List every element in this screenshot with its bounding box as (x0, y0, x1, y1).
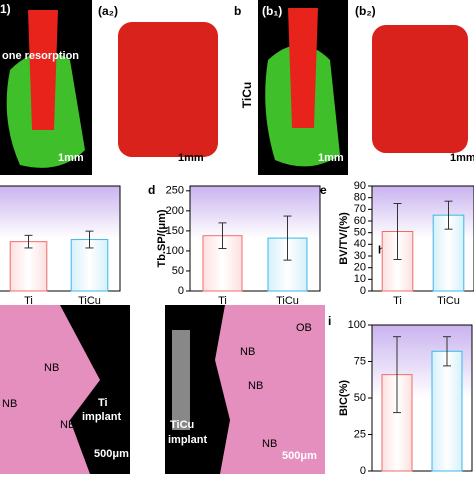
scale-label: 1mm (178, 152, 204, 164)
panel-label: e (320, 183, 327, 197)
y-axis-label: Tb.SP/(μm) (156, 209, 168, 267)
implant-3d (118, 22, 218, 157)
y-tick-label: 100 (348, 319, 366, 331)
x-tick-label: Ti (393, 295, 402, 307)
y-tick-label: 50 (172, 265, 184, 277)
panel-label: (b₁) (262, 4, 282, 18)
annotation: NB (44, 362, 59, 374)
y-tick-label: 75 (354, 355, 366, 367)
bar (202, 235, 243, 292)
panel-label: i (328, 314, 331, 328)
side-label: TiCu (240, 82, 254, 108)
annotation: OB (296, 322, 312, 334)
y-tick-label: 30 (354, 250, 366, 262)
annotation: implant (168, 434, 207, 446)
x-tick-label: TiCu (437, 295, 460, 307)
annotation: NB (60, 419, 75, 431)
implant (60, 305, 130, 474)
panel-label: d (148, 183, 155, 197)
scale-label: 1mm (58, 152, 84, 164)
y-tick-label: 100 (166, 245, 184, 257)
scale-label: 1mm (318, 152, 344, 164)
annotation: implant (82, 411, 121, 423)
y-axis-label: BV/TV/(%) (338, 212, 350, 265)
annotation: NB (2, 398, 17, 410)
y-axis-label: BIC(%) (338, 380, 350, 416)
y-tick-label: 20 (354, 262, 366, 274)
panel-label: b (234, 4, 241, 18)
panel-label: (a₂) (98, 4, 118, 18)
y-tick-label: 250 (166, 185, 184, 197)
y-tick-label: 70 (354, 203, 366, 215)
y-tick-label: 40 (354, 238, 366, 250)
annotation: Ti (98, 397, 108, 409)
y-tick-label: 10 (354, 273, 366, 285)
annotation: NB (248, 380, 263, 392)
x-tick-label: TiCu (78, 295, 101, 307)
y-tick-label: 80 (354, 192, 366, 204)
panel-label: h (168, 306, 175, 320)
implant (28, 10, 58, 130)
scale-label: 500μm (94, 448, 129, 460)
implant (288, 8, 318, 128)
panel-label: (b₂) (355, 4, 376, 18)
y-tick-label: 50 (354, 392, 366, 404)
y-tick-label: 200 (166, 205, 184, 217)
annotation: one resorption (2, 50, 79, 62)
annotation: NB (240, 346, 255, 358)
y-tick-label: 60 (354, 215, 366, 227)
implant-3d (372, 25, 468, 153)
x-tick-label: TiCu (276, 295, 299, 307)
bar (431, 350, 463, 472)
y-tick-label: 50 (354, 227, 366, 239)
y-tick-label: 90 (354, 180, 366, 192)
y-tick-label: 150 (166, 225, 184, 237)
y-tick-label: 0 (360, 465, 366, 474)
annotation: TiCu (170, 419, 194, 431)
y-tick-label: 0 (360, 285, 366, 297)
bar (9, 241, 48, 292)
annotation: h (378, 244, 385, 256)
x-tick-label: Ti (24, 295, 33, 307)
scale-label: 500μm (282, 450, 317, 462)
panel-label: 1) (0, 2, 11, 16)
scale-label: 1mm (450, 152, 474, 164)
implant-edge (172, 330, 190, 430)
y-tick-label: 25 (354, 428, 366, 440)
y-tick-label: 0 (178, 285, 184, 297)
x-tick-label: Ti (218, 295, 227, 307)
annotation: NB (262, 438, 277, 450)
